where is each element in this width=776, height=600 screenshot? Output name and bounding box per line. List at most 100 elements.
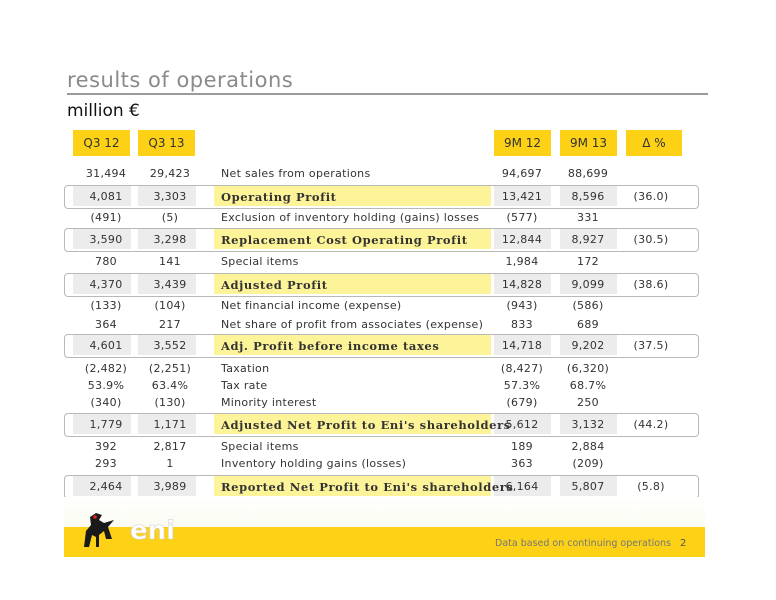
row-value-m9-13: 689 [577, 318, 599, 331]
row-value-m9-12: 189 [511, 440, 533, 453]
row-value-q3-12: (491) [90, 211, 122, 224]
highlight-row-cell [560, 335, 617, 355]
row-value-q3-13: 3,298 [153, 233, 187, 246]
row-value-q3-12: 1,779 [89, 418, 123, 431]
row-value-delta: (37.5) [633, 339, 669, 352]
row-label: Special items [221, 440, 299, 453]
row-value-q3-13: 3,303 [153, 190, 187, 203]
footer-fade [64, 497, 705, 527]
row-value-q3-12: 392 [95, 440, 117, 453]
highlight-row-cell [494, 414, 551, 434]
highlight-row-cell [73, 229, 131, 249]
row-value-m9-13: (209) [572, 457, 604, 470]
highlight-row-label-bg [214, 414, 491, 434]
row-value-m9-12: 14,718 [501, 339, 543, 352]
row-label: Net share of profit from associates (exp… [221, 318, 484, 331]
row-value-m9-12: (8,427) [500, 362, 544, 375]
page-title: results of operations [67, 68, 294, 92]
row-label: Taxation [221, 362, 270, 375]
row-value-m9-13: 8,927 [571, 233, 605, 246]
highlight-row-cell [560, 186, 617, 206]
row-value-m9-13: 5,807 [571, 480, 605, 493]
row-value-m9-13: 8,596 [571, 190, 605, 203]
row-value-m9-13: 2,884 [571, 440, 605, 453]
highlight-row-cell [73, 335, 131, 355]
footer-band [64, 527, 705, 557]
highlight-row-cell [494, 476, 551, 496]
title-divider [67, 93, 708, 95]
highlight-row-cell [560, 476, 617, 496]
row-label: Net sales from operations [221, 167, 371, 180]
row-value-m9-12: 5,612 [505, 418, 539, 431]
highlight-row-cell [560, 229, 617, 249]
row-value-q3-13: 63.4% [151, 379, 189, 392]
eni-logo-icon: eni [84, 513, 175, 547]
row-value-m9-12: 6,164 [505, 480, 539, 493]
highlight-row-cell [138, 186, 196, 206]
row-label: Adjusted Profit [221, 278, 328, 292]
highlight-row-cell [494, 274, 551, 294]
header-delta: Δ % [626, 130, 682, 156]
row-value-m9-13: 250 [577, 396, 599, 409]
header-9m-13: 9M 13 [560, 130, 617, 156]
unit-subtitle: million € [67, 101, 140, 121]
highlight-row-cell [138, 274, 196, 294]
row-label: Adj. Profit before income taxes [221, 339, 440, 353]
row-label: Adjusted Net Profit to Eni's shareholder… [221, 418, 511, 432]
row-value-m9-13: 68.7% [569, 379, 607, 392]
row-value-q3-13: 3,552 [153, 339, 187, 352]
row-value-m9-13: 331 [577, 211, 599, 224]
row-value-m9-12: (679) [506, 396, 538, 409]
highlight-row-cell [560, 414, 617, 434]
row-value-q3-12: (133) [90, 299, 122, 312]
eni-logo-text: eni [130, 516, 175, 546]
row-value-m9-12: 833 [511, 318, 533, 331]
row-value-q3-12: 4,081 [89, 190, 123, 203]
row-value-m9-13: (586) [572, 299, 604, 312]
row-label: Inventory holding gains (losses) [221, 457, 407, 470]
highlight-row-cell [494, 229, 551, 249]
row-value-q3-12: 4,370 [89, 278, 123, 291]
row-value-m9-13: (6,320) [566, 362, 610, 375]
row-value-q3-12: 4,601 [89, 339, 123, 352]
row-value-q3-12: 293 [95, 457, 117, 470]
row-label: Minority interest [221, 396, 317, 409]
row-value-m9-12: 13,421 [501, 190, 543, 203]
highlight-row-cell [73, 274, 131, 294]
row-value-q3-13: 3,989 [153, 480, 187, 493]
highlight-row-cell [138, 335, 196, 355]
highlight-row-cell [73, 476, 131, 496]
highlight-row-cell [138, 414, 196, 434]
row-value-delta: (38.6) [633, 278, 669, 291]
row-value-q3-13: (2,251) [148, 362, 192, 375]
row-value-m9-13: 172 [577, 255, 599, 268]
highlight-row-label-bg [214, 186, 491, 206]
highlight-row-cell [560, 274, 617, 294]
row-value-q3-13: (104) [154, 299, 186, 312]
row-label: Operating Profit [221, 190, 337, 204]
row-value-q3-13: 2,817 [153, 440, 187, 453]
page-number: 2 [680, 538, 687, 549]
row-value-m9-13: 9,099 [571, 278, 605, 291]
row-value-q3-13: (5) [161, 211, 179, 224]
row-value-q3-12: (2,482) [84, 362, 128, 375]
row-value-q3-12: 364 [95, 318, 117, 331]
row-value-m9-13: 88,699 [567, 167, 609, 180]
highlight-row-cell [73, 186, 131, 206]
row-value-delta: (30.5) [633, 233, 669, 246]
header-q3-12: Q3 12 [73, 130, 130, 156]
highlight-row-label-bg [214, 229, 491, 249]
row-value-delta: (5.8) [637, 480, 665, 493]
footnote: Data based on continuing operations [495, 538, 671, 549]
row-value-q3-13: 3,439 [153, 278, 187, 291]
row-value-q3-13: 1,171 [153, 418, 187, 431]
row-value-m9-12: 14,828 [501, 278, 543, 291]
row-label: Exclusion of inventory holding (gains) l… [221, 211, 480, 224]
row-value-m9-12: (943) [506, 299, 538, 312]
row-value-q3-12: 31,494 [85, 167, 127, 180]
row-value-m9-12: 94,697 [501, 167, 543, 180]
row-value-q3-13: 217 [159, 318, 181, 331]
highlight-row-cell [494, 186, 551, 206]
highlight-row-label-bg [214, 274, 491, 294]
row-value-q3-13: (130) [154, 396, 186, 409]
